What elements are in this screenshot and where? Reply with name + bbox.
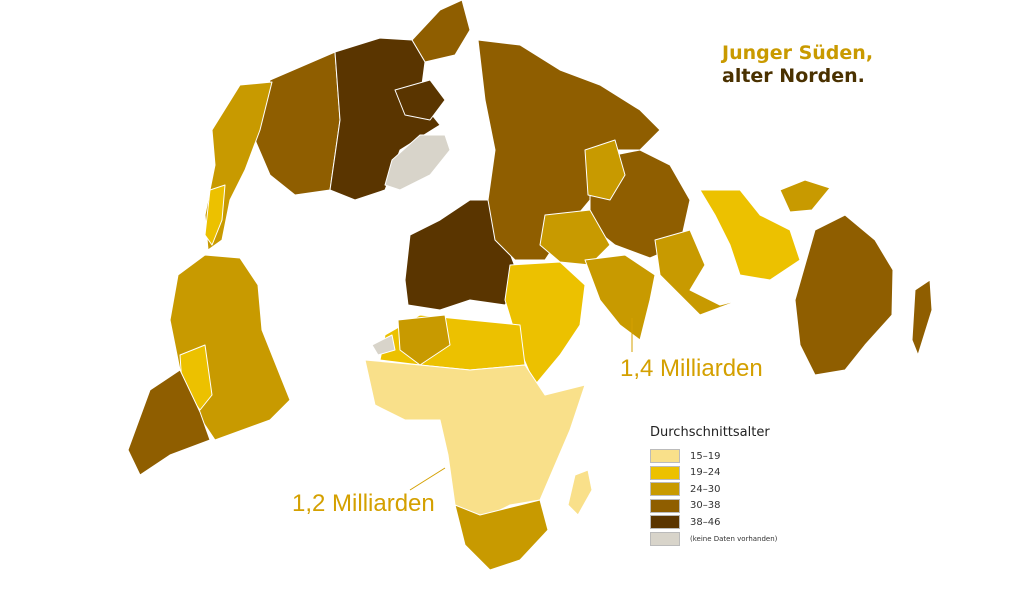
region-northwest-africa — [397, 314, 451, 366]
africa-pointer-line — [409, 467, 446, 491]
legend-label: (keine Daten vorhanden) — [690, 534, 778, 543]
legend-item: 38–46 — [650, 514, 777, 531]
legend-swatch — [650, 515, 680, 530]
region-southern-cone — [127, 369, 211, 476]
region-japan-islands — [779, 179, 831, 213]
legend: Durchschnittsalter 15–19 19–24 24–30 30–… — [650, 425, 777, 547]
legend-label: 15–19 — [690, 450, 721, 462]
region-greenland — [384, 134, 451, 191]
region-indonesia-philippines — [699, 189, 801, 281]
legend-title: Durchschnittsalter — [650, 425, 770, 440]
region-siberia-east — [584, 139, 626, 201]
region-madagascar — [567, 469, 593, 516]
legend-label: 38–46 — [690, 516, 721, 528]
legend-swatch — [650, 531, 680, 546]
legend-item: (keine Daten vorhanden) — [650, 531, 777, 548]
map-title: Junger Süden, alter Norden. — [722, 42, 873, 88]
legend-swatch — [650, 465, 680, 480]
region-southern-africa — [454, 499, 549, 571]
legend-label: 19–24 — [690, 467, 721, 479]
region-middle-east — [504, 261, 586, 386]
legend-item: 24–30 — [650, 481, 777, 498]
legend-swatch — [650, 449, 680, 464]
region-western-sahara — [371, 334, 396, 356]
africa-population-label: 1,2 Milliarden — [292, 490, 435, 517]
legend-swatch — [650, 482, 680, 497]
region-south-asia — [584, 254, 656, 341]
region-new-zealand — [911, 279, 933, 356]
title-line-1: Junger Süden, — [722, 42, 874, 64]
legend-label: 24–30 — [690, 483, 721, 495]
legend-item: 15–19 — [650, 448, 777, 465]
region-australia — [794, 214, 894, 376]
region-arctic-islands — [394, 79, 446, 121]
legend-item: 30–38 — [650, 498, 777, 515]
legend-label: 30–38 — [690, 500, 721, 512]
asia-population-label: 1,4 Milliarden — [620, 355, 763, 382]
region-mexico-caribbean — [204, 184, 226, 246]
legend-swatch — [650, 498, 680, 513]
title-line-2: alter Norden. — [722, 65, 865, 87]
region-southeast-asia — [654, 229, 741, 316]
legend-item: 19–24 — [650, 465, 777, 482]
